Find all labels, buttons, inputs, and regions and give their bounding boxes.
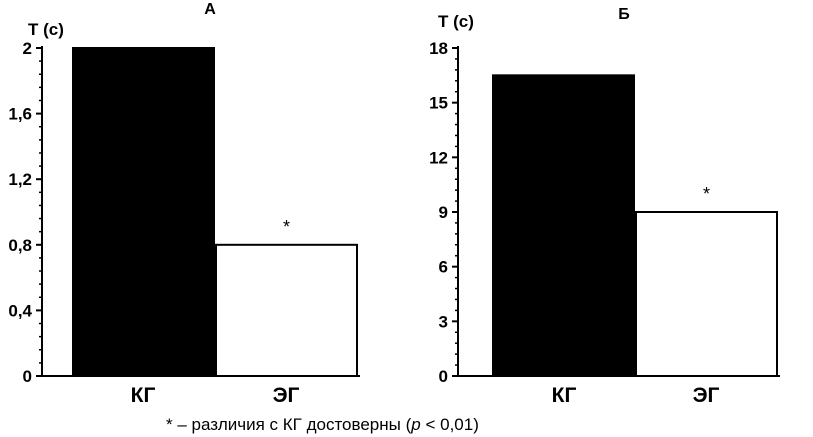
y-tick-label: 0 <box>439 367 448 386</box>
category-label: КГ <box>552 384 577 407</box>
significance-marker: * <box>703 184 710 204</box>
y-tick-label: 1,2 <box>8 170 32 189</box>
chart-panel-b: Б Т (с) 0 3 6 9 12 15 18 КГ * ЭГ <box>429 6 780 407</box>
panel-title: А <box>204 1 216 18</box>
y-tick-label: 1,6 <box>8 105 32 124</box>
y-tick-label: 18 <box>429 39 448 58</box>
y-axis-label: Т (с) <box>28 20 64 39</box>
panel-title: Б <box>618 6 630 23</box>
y-tick-label: 0,4 <box>8 301 32 320</box>
y-axis-label: Т (с) <box>438 12 474 31</box>
footnote-prefix: * – различия с КГ достоверны ( <box>166 415 412 434</box>
y-tick-label: 9 <box>439 203 448 222</box>
significance-marker: * <box>283 217 290 237</box>
bar-eg <box>215 243 358 377</box>
y-tick-label: 2 <box>23 39 32 58</box>
bar-kg <box>492 74 635 377</box>
y-tick-label: 3 <box>439 312 448 331</box>
footnote-p: p <box>410 415 420 434</box>
y-tick-label: 15 <box>429 94 448 113</box>
y-tick-label: 6 <box>439 258 448 277</box>
footnote: * – различия с КГ достоверны (p < 0,01) <box>166 415 479 434</box>
y-tick-label: 0 <box>23 367 32 386</box>
y-tick-label: 0,8 <box>8 236 32 255</box>
y-tick-label: 12 <box>429 148 448 167</box>
category-label: ЭГ <box>273 384 300 407</box>
chart-panel-a: А Т (с) 0 0,4 0,8 1,2 1,6 2 КГ * ЭГ <box>8 1 360 407</box>
bar-kg <box>72 47 215 377</box>
footnote-suffix: < 0,01) <box>421 415 479 434</box>
category-label: КГ <box>131 384 156 407</box>
category-label: ЭГ <box>693 384 720 407</box>
bar-eg <box>635 211 778 377</box>
